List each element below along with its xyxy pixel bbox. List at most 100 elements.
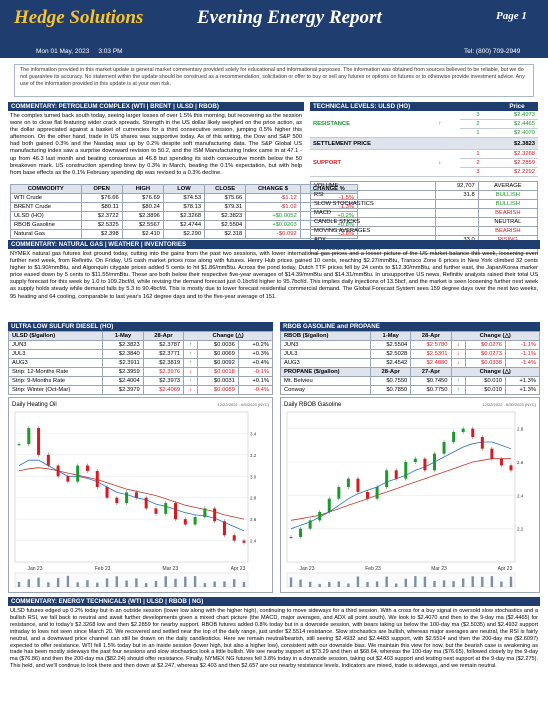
y-tick-label: 2.8 — [517, 427, 524, 432]
change-amount: $0.0069 — [197, 349, 239, 359]
candle — [337, 487, 341, 499]
commodity-value: $2.3722 — [80, 211, 123, 221]
price-prior: $2.5780 — [410, 340, 452, 350]
table-row: Strip: 9-Months Rate $2.4004 $2.3973 ↑ $0.00… — [7, 376, 274, 386]
propane-col-apr28: 28-Apr — [370, 367, 412, 377]
candle — [308, 520, 312, 529]
volume-bar — [509, 576, 513, 587]
volume-bar — [423, 576, 427, 587]
table-row: JUL3 $2.5028 $2.5301 ↓ $0.0273 -1.1% — [279, 349, 541, 359]
rbob-chart: Daily RBOB Gasoline 12/22/2022 - 6/30/202… — [280, 397, 540, 593]
volume-bar — [500, 581, 503, 587]
resistance-level-3: 3 — [460, 111, 496, 120]
candle — [115, 497, 119, 504]
ulsd-col-change: Change (△) — [183, 331, 273, 341]
down-arrow-icon: ↓ — [450, 358, 466, 368]
table-row: AUG3 $2.3911 $2.3819 ↑ $0.0092 +0.4% — [7, 358, 274, 368]
commodity-value: $80.24 — [121, 202, 164, 212]
indicator-row: MOVING AVERAGES BEARISH — [309, 226, 539, 236]
price-current: $2.4542 — [370, 358, 412, 368]
settlement-label: SETTLEMENT PRICE — [310, 137, 496, 150]
date-bar — [0, 46, 548, 58]
volume-bar — [56, 578, 60, 587]
rbob-col-change: Change (△) — [450, 331, 541, 341]
indicator-signal: BEARISH — [477, 208, 539, 218]
candle — [174, 503, 178, 520]
candle — [37, 428, 41, 455]
indicator-signal: AVERAGE — [477, 181, 539, 191]
volume-bar — [193, 576, 197, 587]
volume-bar — [115, 576, 119, 587]
price-current: $2.4004 — [102, 376, 144, 386]
candle — [385, 470, 389, 487]
change-pct: +0.4% — [237, 358, 274, 368]
candle — [203, 508, 207, 517]
change-amount: $0.0276 — [464, 340, 506, 350]
y-tick-label: 2.8 — [250, 496, 257, 501]
volume-bar — [223, 581, 226, 587]
commodity-value: $79.31 — [204, 202, 247, 212]
candle — [452, 432, 456, 442]
x-tick-label: Apr 23 — [498, 566, 513, 572]
volume-bar — [452, 581, 455, 587]
candle — [46, 454, 50, 466]
moving-average-line — [18, 459, 245, 532]
volume-bar — [17, 581, 21, 587]
contract-name: AUG3 — [7, 358, 104, 368]
support-price-3: $2.2292 — [496, 167, 538, 177]
resistance-table: RESISTANCE ↑ 3 $2.4973 2 $2.4465 1 $2.40… — [310, 111, 538, 177]
candle — [222, 521, 226, 536]
resistance-price-1: $2.4070 — [496, 128, 538, 138]
candle — [327, 498, 331, 512]
up-arrow-icon: ↑ — [183, 376, 199, 386]
price-current: $2.3979 — [102, 385, 144, 395]
change-pct: -1.1% — [504, 349, 541, 359]
indicator-row: RSI 31.8 BULLISH — [309, 190, 539, 200]
indicator-value: 92,707 — [435, 181, 479, 191]
candle — [85, 465, 89, 471]
change-pct: +0.1% — [237, 376, 274, 386]
candle — [144, 497, 148, 509]
indicator-value — [435, 208, 479, 218]
heating-oil-chart: Daily Heating Oil 12/22/2022 - 6/5/2023 (… — [8, 397, 273, 593]
y-tick-label: 2.4 — [517, 493, 524, 498]
indicator-name: RSI — [309, 190, 437, 200]
table-row: JUN3 $2.5504 $2.5780 ↓ $0.0276 -1.1% — [279, 340, 541, 350]
candle — [318, 512, 322, 521]
contract-name: JUL3 — [7, 349, 104, 359]
table-row: JUL3 $2.3840 $2.3771 ↑ $0.0069 +0.3% — [7, 349, 274, 359]
y-tick-label: 2.4 — [250, 539, 257, 544]
candle — [299, 528, 303, 537]
support-label: SUPPORT — [310, 149, 420, 177]
volume-bar — [337, 581, 341, 587]
x-tick-label: Mar 23 — [163, 566, 179, 572]
volume-bar — [481, 576, 484, 587]
volume-bar — [442, 580, 446, 587]
change-amount: $0.0031 — [197, 376, 239, 386]
commodity-value: -$0.092 — [245, 229, 301, 239]
rbob-col-may1: 1-May — [370, 331, 412, 341]
volume-bar — [385, 576, 388, 587]
volume-bar — [144, 583, 148, 587]
indicator-panel — [286, 572, 516, 588]
down-arrow-icon: ↓ — [450, 349, 466, 359]
candle — [490, 448, 494, 459]
commodity-value: $2.5567 — [121, 220, 164, 230]
candle — [232, 535, 236, 541]
plot-area — [14, 411, 249, 563]
contract-name: Conway — [279, 385, 372, 395]
moving-average-line — [290, 441, 512, 530]
table-row: Strip: 12-Months Rate $2.3959 $2.3976 ↓ $0.0… — [7, 367, 274, 377]
y-tick-label: 3.2 — [250, 453, 257, 458]
candle — [366, 492, 370, 499]
resistance-level-1: 1 — [460, 128, 496, 138]
commodity-name: Natural Gas — [10, 229, 82, 239]
change-pct: +1.3% — [504, 385, 541, 395]
indicator-row: MACD BEARISH — [309, 208, 539, 218]
change-pct: +1.3% — [504, 376, 541, 386]
candle — [66, 476, 70, 482]
indicator-signal: NEUTRAL — [477, 217, 539, 227]
volume-bar — [76, 582, 79, 587]
volume-bar — [154, 580, 158, 587]
commodity-name: RBOB Gasoline — [10, 220, 82, 230]
